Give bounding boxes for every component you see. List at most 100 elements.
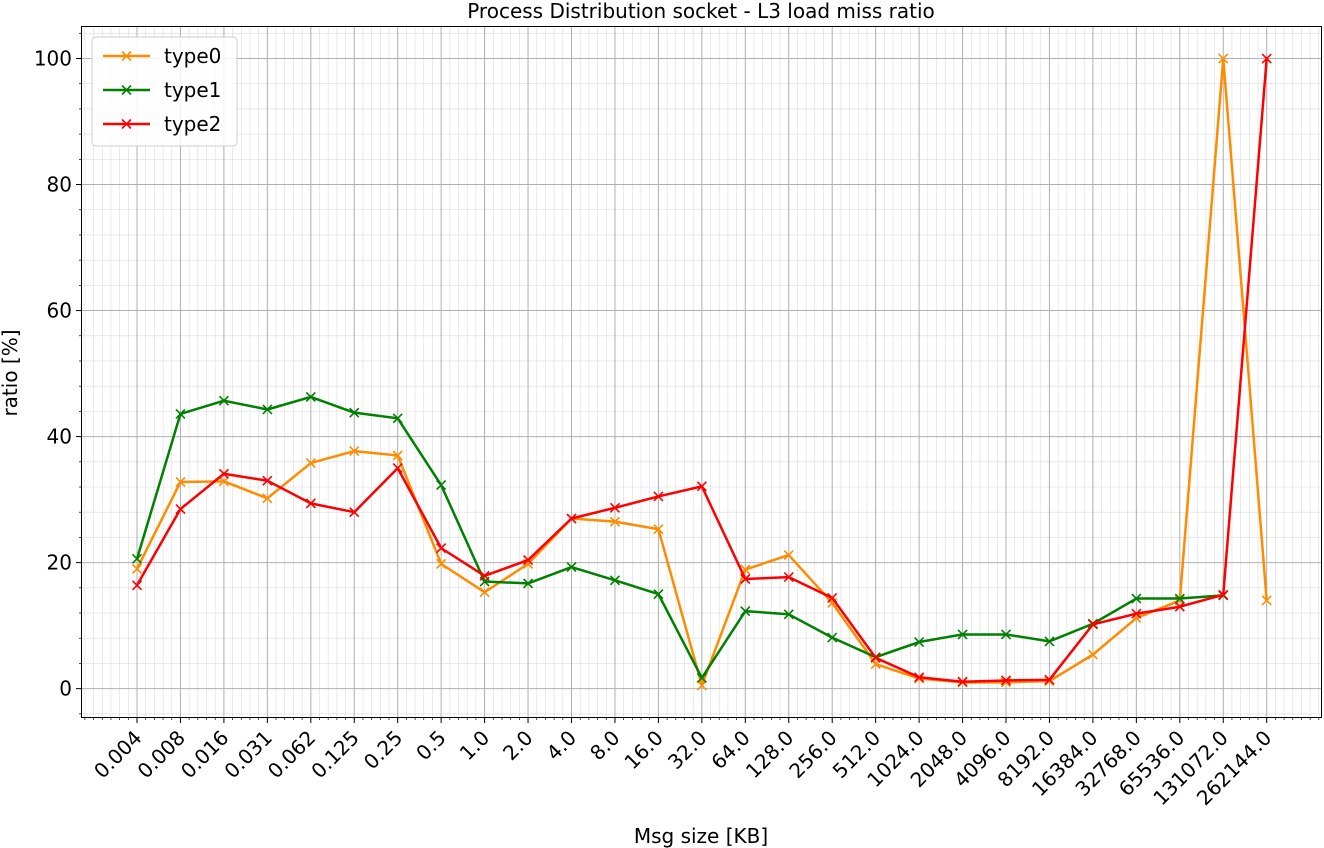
data-point-type1 xyxy=(1000,629,1012,640)
data-point-type2 xyxy=(436,543,447,554)
data-point-type1 xyxy=(1131,593,1142,604)
data-point-type1 xyxy=(653,589,664,600)
data-point-type0 xyxy=(349,446,360,457)
chart-title: Process Distribution socket - L3 load mi… xyxy=(467,0,935,23)
data-point-type1 xyxy=(957,629,968,640)
legend-item-type0: type0 xyxy=(103,44,221,68)
data-point-type1 xyxy=(783,609,794,620)
data-point-type0 xyxy=(783,549,794,561)
data-point-type1 xyxy=(392,413,403,424)
data-point-type2 xyxy=(479,570,490,581)
data-point-type1 xyxy=(305,391,316,402)
data-point-type2 xyxy=(1174,601,1185,612)
data-point-type2 xyxy=(783,572,794,583)
data-point-type1 xyxy=(262,404,273,415)
x-tick-label: 256.0 xyxy=(784,726,841,783)
y-tick-label: 0 xyxy=(59,677,72,701)
x-tick-label: 0.004 xyxy=(89,726,146,783)
data-point-type2 xyxy=(522,555,534,566)
data-point-type1 xyxy=(609,575,621,586)
data-point-type0 xyxy=(653,524,664,535)
data-point-type1 xyxy=(1174,593,1185,604)
x-axis-label: Msg size [KB] xyxy=(634,824,768,848)
legend-marker xyxy=(121,118,132,130)
data-point-type2 xyxy=(1218,589,1229,600)
major-gridlines xyxy=(82,27,1321,717)
data-point-type0 xyxy=(479,587,490,598)
data-point-type2 xyxy=(1087,619,1098,630)
data-point-type0 xyxy=(175,476,186,488)
data-point-type0 xyxy=(609,516,621,527)
data-point-type2 xyxy=(653,491,664,502)
data-point-type2 xyxy=(740,573,751,585)
data-point-type2 xyxy=(1261,53,1272,64)
y-tick-label: 20 xyxy=(47,551,72,575)
x-tick-label: 1.0 xyxy=(455,726,494,765)
x-tick-label: 0.5 xyxy=(411,726,450,765)
legend-box xyxy=(91,36,238,147)
data-point-type0 xyxy=(1044,676,1055,687)
data-point-type0 xyxy=(1087,649,1098,660)
data-point-type0 xyxy=(392,450,403,461)
legend: type0 type1 type2 xyxy=(91,36,238,147)
data-point-type2 xyxy=(870,652,881,663)
y-tick-label: 40 xyxy=(47,425,72,449)
data-point-type2 xyxy=(1131,608,1142,619)
data-point-type1 xyxy=(131,553,143,564)
data-point-type1 xyxy=(566,561,577,573)
data-point-type1 xyxy=(175,408,186,419)
y-tick-label: 100 xyxy=(34,47,72,71)
data-point-type0 xyxy=(262,493,273,504)
data-point-type2 xyxy=(349,507,360,518)
x-tick-label: 0.25 xyxy=(359,726,407,774)
x-tick-label: 0.062 xyxy=(263,726,320,783)
data-point-type0 xyxy=(1218,53,1229,64)
data-point-type1 xyxy=(827,632,838,643)
x-tick-label: 0.008 xyxy=(133,726,190,783)
data-point-type1 xyxy=(218,395,229,406)
data-point-type0 xyxy=(218,476,229,487)
data-point-type2 xyxy=(392,463,403,474)
data-point-type2 xyxy=(175,503,186,515)
x-tick-label: 0.016 xyxy=(176,726,233,783)
data-point-type0 xyxy=(1261,595,1272,606)
x-tick-label: 0.031 xyxy=(219,726,276,783)
data-point-type2 xyxy=(957,676,968,687)
x-tick-label: 16.0 xyxy=(619,726,667,774)
axis-ticks xyxy=(76,32,1320,723)
y-tick-labels: 0 20 40 60 80 100 xyxy=(34,47,72,701)
data-point-type2 xyxy=(218,468,229,479)
y-tick-label: 80 xyxy=(47,173,72,197)
x-tick-label: 8.0 xyxy=(585,726,624,765)
y-tick-label: 60 xyxy=(47,299,72,323)
x-tick-label: 0.125 xyxy=(306,726,363,783)
x-tick-label: 2.0 xyxy=(498,726,537,765)
x-tick-label: 32.0 xyxy=(663,726,711,774)
data-point-type1 xyxy=(914,636,925,648)
data-point-type2 xyxy=(609,502,621,513)
data-point-type0 xyxy=(131,563,143,574)
series-line-type1 xyxy=(135,395,1224,680)
data-point-type1 xyxy=(522,578,534,589)
legend-item-type2: type2 xyxy=(103,112,221,136)
series-type2 xyxy=(131,53,1272,687)
data-point-type2 xyxy=(827,592,838,603)
series-layer xyxy=(131,53,1272,691)
legend-label: type2 xyxy=(164,112,221,136)
data-point-type2 xyxy=(305,498,316,509)
data-point-type2 xyxy=(1000,675,1012,686)
data-point-type2 xyxy=(131,580,143,591)
data-point-type1 xyxy=(740,606,751,617)
x-tick-label: 128.0 xyxy=(741,726,798,783)
legend-marker xyxy=(121,84,132,96)
legend-marker xyxy=(121,50,132,62)
data-point-type0 xyxy=(305,457,316,469)
data-point-type2 xyxy=(262,475,273,486)
data-point-type2 xyxy=(566,513,577,524)
data-point-type2 xyxy=(1044,674,1055,685)
data-point-type0 xyxy=(436,558,447,569)
data-point-type0 xyxy=(696,680,707,691)
legend-item-type1: type1 xyxy=(103,78,221,102)
